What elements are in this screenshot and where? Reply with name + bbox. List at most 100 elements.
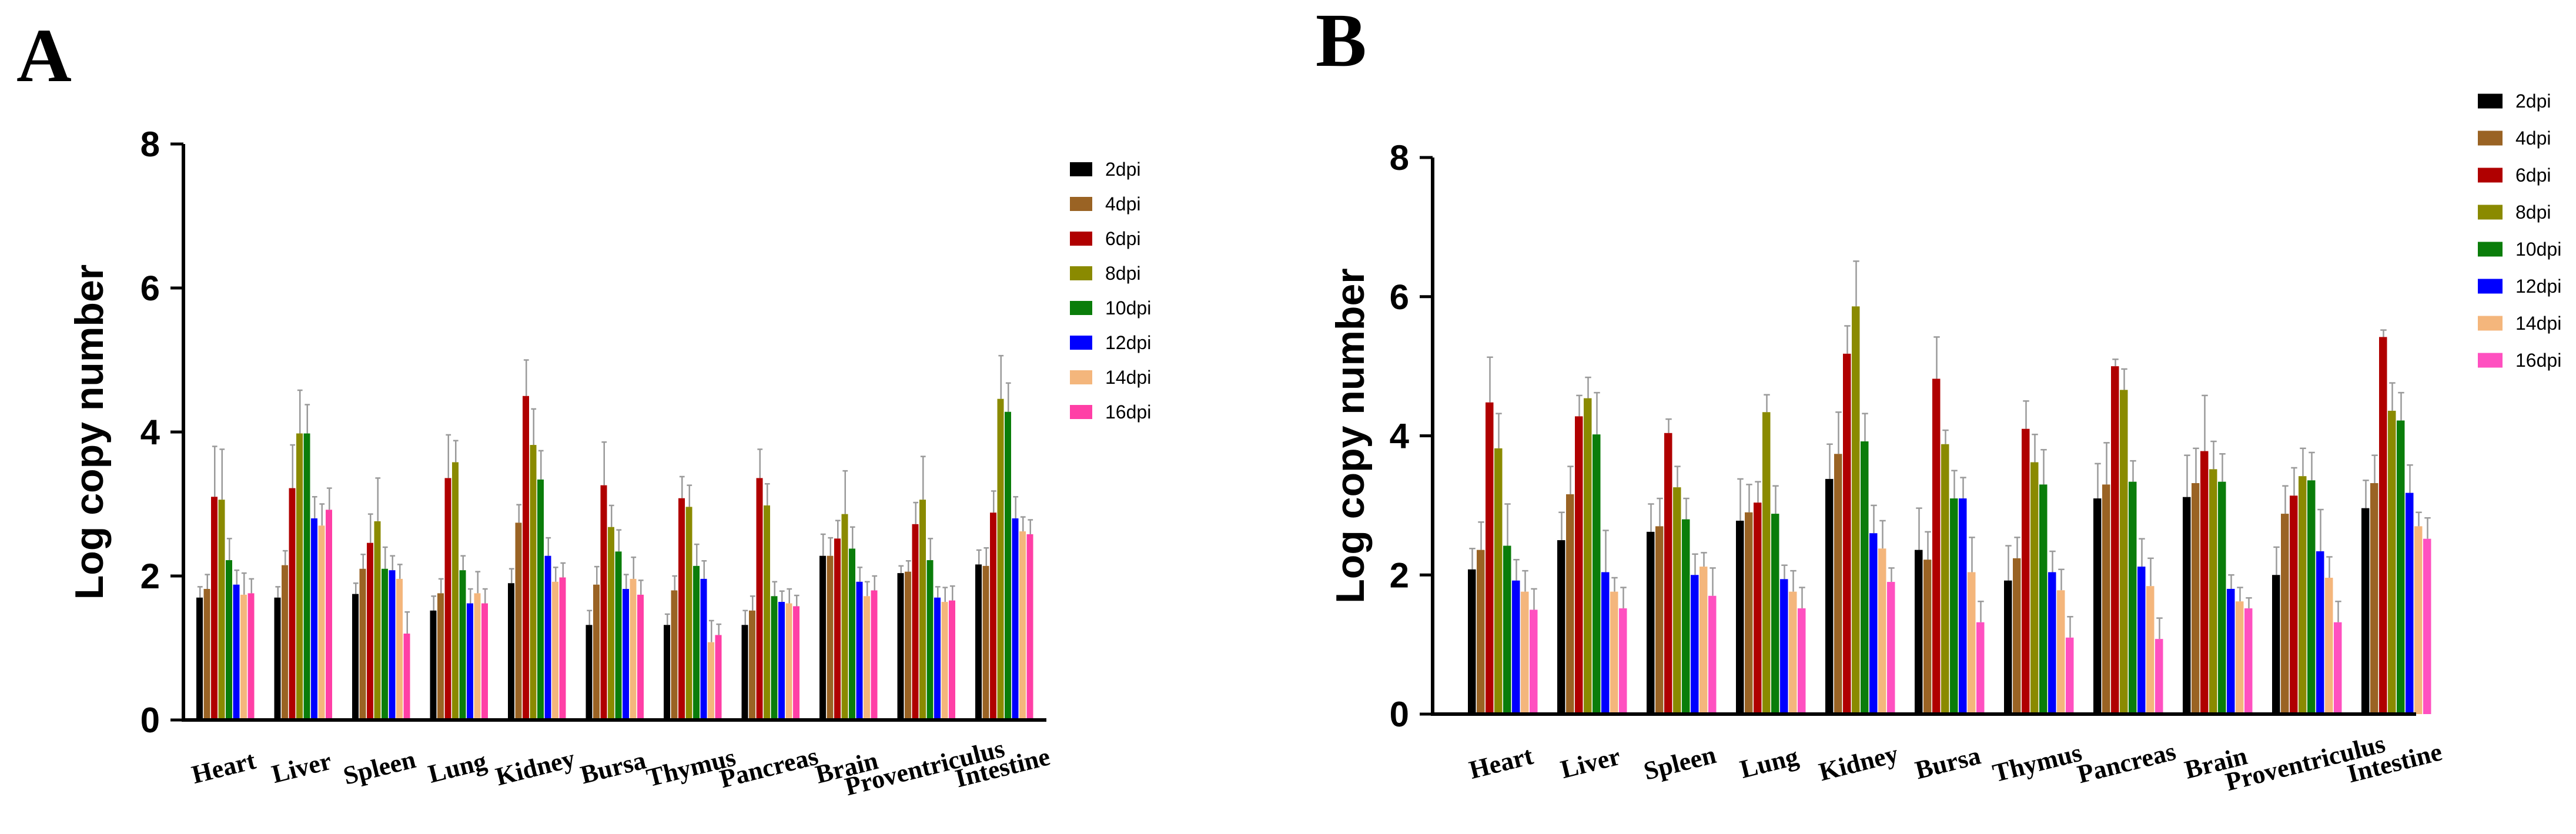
bar-6dpi-brain: [834, 538, 841, 720]
bar-14dpi-brain: [2236, 601, 2244, 714]
legend-swatch-2dpi: [1070, 162, 1092, 176]
legend-swatch-4dpi: [2478, 130, 2503, 146]
bar-12dpi-liver: [311, 518, 317, 720]
bar-14dpi-proventriculus: [2325, 577, 2333, 714]
legend-swatch-6dpi: [1070, 232, 1092, 246]
bar-4dpi-thymus: [671, 590, 678, 720]
legend-label-14dpi: 14dpi: [2515, 313, 2561, 334]
bar-10dpi-liver: [303, 433, 310, 720]
bar-4dpi-lung: [437, 593, 444, 720]
bar-6dpi-pancreas: [2111, 366, 2119, 714]
bar-14dpi-pancreas: [785, 603, 792, 720]
bar-2dpi-heart: [196, 597, 203, 720]
bar-14dpi-brain: [864, 596, 870, 720]
bar-8dpi-lung: [1762, 412, 1771, 714]
legend-label-8dpi: 8dpi: [2515, 202, 2551, 223]
bar-6dpi-bursa: [600, 485, 607, 720]
bar-8dpi-proventriculus: [919, 500, 926, 720]
bar-16dpi-lung: [481, 603, 488, 720]
bar-2dpi-pancreas: [2093, 498, 2102, 714]
bar-12dpi-spleen: [1691, 575, 1699, 714]
bar-8dpi-thymus: [2030, 462, 2039, 714]
bar-6dpi-brain: [2200, 451, 2209, 714]
bar-14dpi-liver: [1610, 591, 1618, 714]
bar-6dpi-kidney: [1843, 353, 1851, 714]
bar-6dpi-heart: [211, 497, 218, 720]
bar-10dpi-thymus: [693, 565, 700, 720]
legend-label-12dpi: 12dpi: [2515, 276, 2561, 297]
bar-4dpi-kidney: [1834, 454, 1842, 714]
bar-8dpi-kidney: [1852, 306, 1860, 714]
y-tick-label: 4: [140, 413, 160, 452]
legend-swatch-8dpi: [2478, 205, 2503, 220]
bar-10dpi-pancreas: [2129, 481, 2137, 714]
bar-16dpi-brain: [871, 590, 878, 720]
bar-16dpi-heart: [1530, 609, 1538, 714]
bar-4dpi-liver: [1566, 494, 1574, 714]
bar-14dpi-bursa: [630, 578, 637, 720]
bar-16dpi-intestine: [1026, 534, 1033, 720]
bar-8dpi-heart: [218, 500, 225, 720]
bar-6dpi-thymus: [678, 498, 685, 720]
bar-6dpi-intestine: [990, 513, 996, 720]
bar-2dpi-spleen: [1647, 531, 1655, 714]
bar-6dpi-spleen: [367, 542, 373, 720]
bar-16dpi-kidney: [559, 577, 566, 720]
bar-10dpi-pancreas: [771, 596, 778, 720]
bar-8dpi-brain: [841, 514, 848, 720]
bar-12dpi-kidney: [544, 555, 551, 720]
bar-12dpi-kidney: [1869, 533, 1878, 714]
bar-4dpi-heart: [203, 589, 210, 720]
bar-14dpi-proventriculus: [941, 602, 948, 720]
bar-2dpi-bursa: [1915, 550, 1923, 714]
bar-10dpi-intestine: [2397, 420, 2405, 714]
y-tick-label: 8: [1390, 138, 1409, 177]
bar-16dpi-liver: [1619, 608, 1627, 714]
bar-6dpi-lung: [1754, 503, 1762, 714]
y-tick-label: 2: [140, 557, 160, 596]
y-tick-label: 6: [1390, 277, 1409, 317]
bar-6dpi-intestine: [2379, 337, 2387, 714]
bar-2dpi-spleen: [352, 594, 359, 720]
bar-2dpi-brain: [2183, 497, 2191, 714]
bar-10dpi-lung: [1771, 514, 1779, 714]
bar-6dpi-spleen: [1664, 433, 1672, 714]
bar-10dpi-kidney: [1861, 441, 1869, 714]
bar-12dpi-proventriculus: [934, 597, 941, 720]
legend-label-12dpi: 12dpi: [1105, 332, 1151, 353]
bar-2dpi-proventriculus: [897, 573, 904, 720]
legend-swatch-6dpi: [2478, 168, 2503, 183]
bar-8dpi-spleen: [374, 521, 381, 720]
legend-swatch-12dpi: [1070, 336, 1092, 350]
bar-10dpi-proventriculus: [2307, 480, 2316, 714]
bar-16dpi-heart: [247, 593, 255, 720]
bar-16dpi-spleen: [1708, 595, 1717, 714]
bar-8dpi-lung: [452, 462, 459, 720]
bar-14dpi-bursa: [1968, 572, 1976, 714]
bar-2dpi-thymus: [664, 625, 670, 720]
bar-12dpi-lung: [467, 603, 473, 720]
bar-14dpi-intestine: [1019, 531, 1026, 720]
legend-label-2dpi: 2dpi: [2515, 91, 2551, 112]
bar-8dpi-pancreas: [764, 505, 770, 720]
bar-8dpi-liver: [296, 433, 303, 720]
bar-10dpi-bursa: [1950, 498, 1958, 714]
legend-label-8dpi: 8dpi: [1105, 263, 1141, 284]
legend-label-6dpi: 6dpi: [2515, 165, 2551, 186]
bar-10dpi-liver: [1593, 434, 1601, 714]
bar-6dpi-proventriculus: [2290, 495, 2298, 714]
panel-letter: A: [16, 14, 72, 98]
bar-8dpi-thymus: [685, 507, 692, 720]
bar-8dpi-spleen: [1673, 487, 1681, 714]
bar-12dpi-thymus: [700, 578, 707, 720]
legend-label-6dpi: 6dpi: [1105, 228, 1141, 249]
bar-10dpi-heart: [1503, 545, 1511, 714]
y-axis-title: Log copy number: [67, 264, 112, 599]
bar-10dpi-brain: [849, 548, 855, 720]
bar-12dpi-intestine: [2406, 493, 2414, 714]
bar-8dpi-bursa: [608, 527, 614, 720]
bar-12dpi-heart: [1512, 580, 1520, 714]
bar-4dpi-kidney: [515, 522, 522, 720]
bar-14dpi-thymus: [2057, 590, 2065, 714]
legend-swatch-2dpi: [2478, 93, 2503, 109]
